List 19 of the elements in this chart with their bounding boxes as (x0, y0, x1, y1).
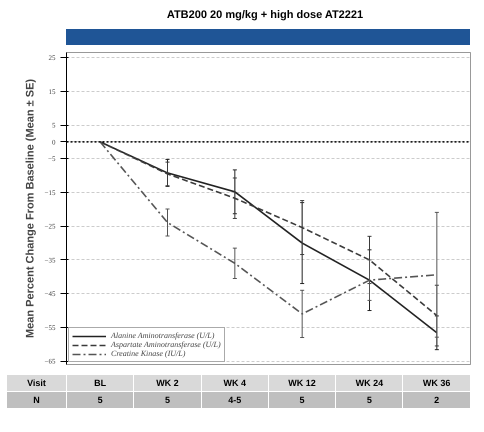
legend-label: Aspartate Aminotransferase (U/L) (111, 340, 221, 349)
x-tick-label: BL (66, 374, 134, 392)
text: 2 (402, 392, 470, 408)
text: 5 (336, 392, 403, 408)
x-tick-label: WK 24 (336, 374, 403, 392)
x-tick-label: WK 2 (134, 374, 202, 392)
x-tick-label: WK 4 (201, 374, 268, 392)
x-tick-label: WK 36 (402, 374, 470, 392)
legend-label: Alanine Aminotransferase (U/L) (111, 331, 214, 340)
y-axis-title: Mean Percent Change From Baseline (Mean ± SE) (24, 78, 37, 338)
text: 5 (134, 392, 202, 408)
text: Visit (6, 374, 66, 392)
legend-label: Creatine Kinase (IU/L) (111, 349, 186, 358)
text: N (6, 392, 66, 408)
text: 5 (66, 392, 134, 408)
text: 4-5 (201, 392, 268, 408)
text: 5 (268, 392, 336, 408)
chart-title: ATB200 20 mg/kg + high dose AT2221 (166, 9, 364, 21)
x-tick-label: WK 12 (268, 374, 336, 392)
